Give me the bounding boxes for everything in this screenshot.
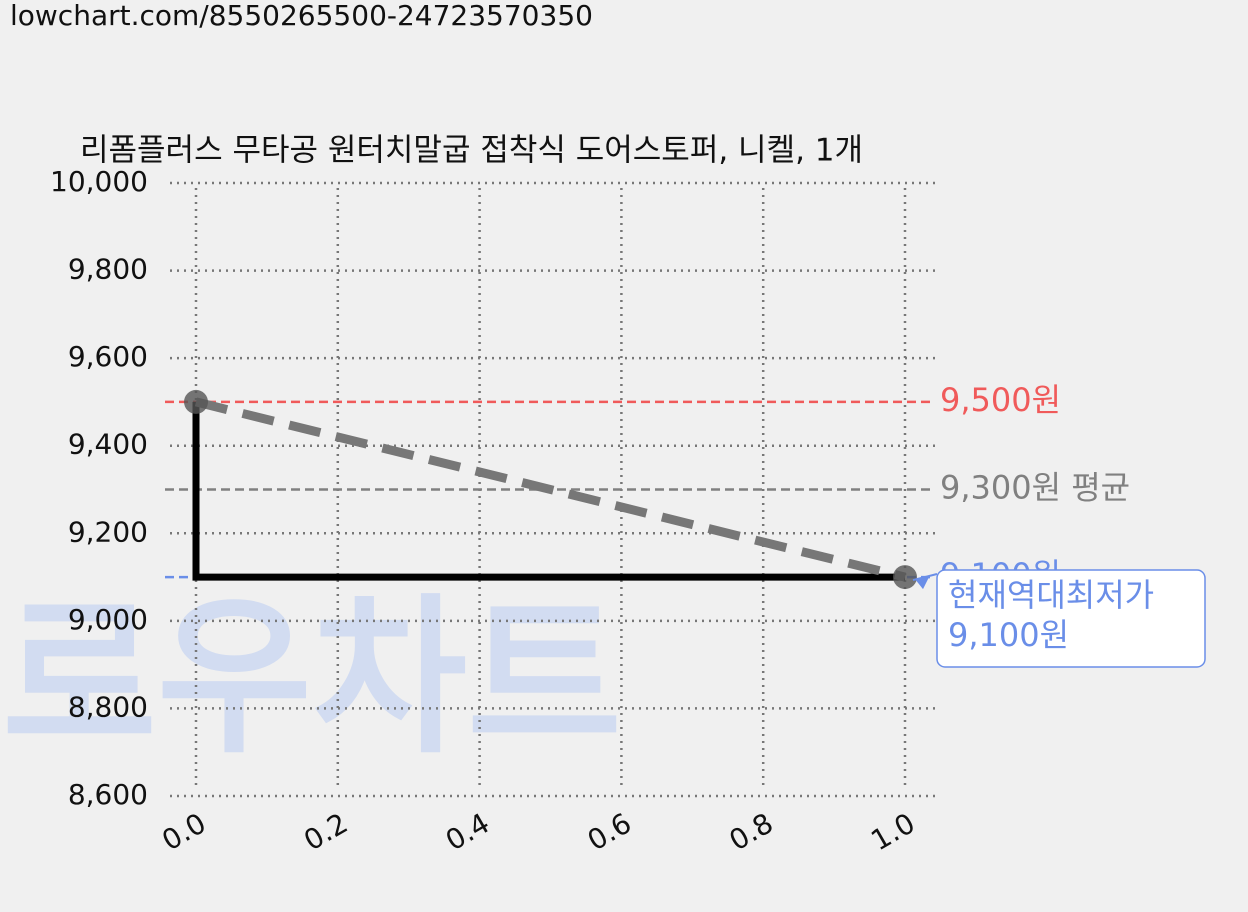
annotation-arrowhead (915, 577, 929, 590)
annotation-text: 현재역대최저가 (948, 576, 1154, 614)
price-line (192, 401, 905, 581)
url: lowchart.com/8550265500-24723570350 (10, 0, 593, 32)
chart-title: 리폼플러스 무타공 원터치말굽 접착식 도어스토퍼, 니켈, 1개 (80, 133, 863, 169)
y-tick-label: 9,200 (68, 515, 148, 548)
point-marker (184, 389, 208, 414)
y-tick-label: 8,800 (68, 690, 148, 723)
point-marker (893, 565, 917, 590)
y-tick-label: 9,400 (68, 428, 148, 461)
y-tick-label: 9,000 (68, 603, 148, 636)
y-tick-label: 9,600 (68, 340, 148, 373)
watermark: 로우차트 (2, 579, 622, 777)
reference-label: 9,300원 평균 (940, 469, 1130, 507)
annotation-text: 9,100원 (948, 616, 1069, 654)
reference-label: 9,500원 (940, 381, 1061, 419)
y-tick-label: 9,800 (68, 253, 148, 286)
y-tick-label: 10,000 (50, 165, 148, 198)
annotation-box (936, 569, 1206, 668)
trend-line (194, 397, 907, 582)
y-tick-label: 8,600 (68, 778, 148, 811)
